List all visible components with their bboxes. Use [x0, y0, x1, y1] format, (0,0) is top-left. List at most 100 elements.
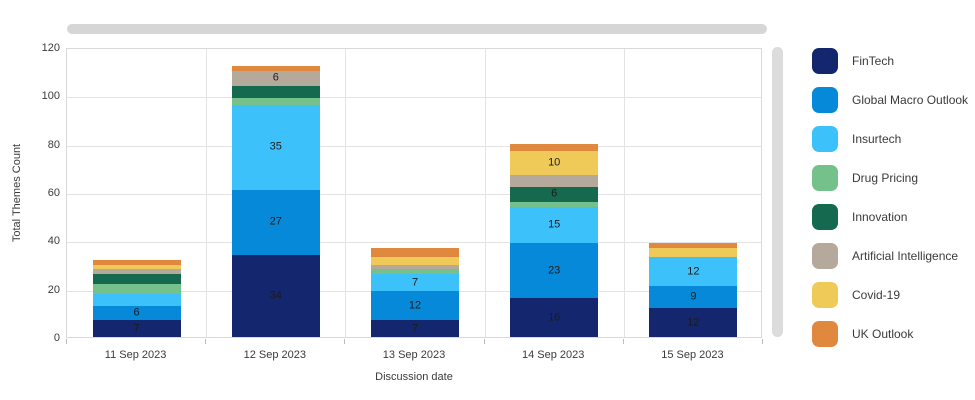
- segment-value-label: 12: [687, 316, 700, 328]
- y-tick-label: 40: [47, 235, 60, 248]
- bar-segment-covid-19[interactable]: [649, 247, 738, 258]
- segment-value-label: 12: [687, 265, 700, 278]
- segment-value-label: 7: [411, 322, 419, 335]
- legend-label: Innovation: [852, 210, 908, 224]
- y-tick-label: 20: [47, 283, 60, 296]
- bar-segment-artificial-intelligence[interactable]: [371, 264, 459, 270]
- bar-segment-artificial-intelligence[interactable]: [92, 269, 181, 275]
- bar-segment-drug-pricing[interactable]: [510, 201, 599, 207]
- gridline-vertical: [623, 49, 625, 337]
- x-axis-tick: [483, 339, 485, 344]
- gridline-horizontal: [67, 242, 761, 244]
- bar-segment-uk-outlook[interactable]: [649, 242, 738, 248]
- horizontal-scrollbar[interactable]: [67, 24, 767, 34]
- gridline-horizontal: [67, 194, 761, 195]
- bar-segment-covid-19[interactable]: [371, 257, 459, 265]
- x-axis-tick: [205, 339, 207, 344]
- bar-segment-innovation[interactable]: [231, 85, 320, 98]
- legend-item-fintech[interactable]: FinTech: [812, 48, 894, 74]
- legend-swatch: [812, 243, 838, 269]
- legend-item-drug-pricing[interactable]: Drug Pricing: [812, 165, 918, 191]
- segment-value-label: 6: [272, 71, 279, 84]
- legend-swatch: [812, 282, 838, 308]
- segment-value-label: 23: [548, 264, 561, 277]
- bar-segment-drug-pricing[interactable]: [371, 269, 459, 275]
- bar-segment-uk-outlook[interactable]: [231, 66, 320, 72]
- segment-value-label: 10: [548, 156, 561, 169]
- bar-segment-insurtech[interactable]: 15: [510, 206, 599, 243]
- bar-segment-fintech[interactable]: 7: [371, 320, 459, 337]
- bar-segment-global-macro-outlook[interactable]: 27: [231, 189, 320, 255]
- legend-item-global-macro-outlook[interactable]: Global Macro Outlook: [812, 87, 968, 113]
- y-tick-label: 120: [41, 42, 60, 54]
- segment-value-label: 16: [548, 311, 561, 324]
- bar-segment-innovation[interactable]: 6: [510, 187, 599, 202]
- bar-segment-insurtech[interactable]: [92, 293, 181, 306]
- bar-segment-insurtech[interactable]: 7: [371, 274, 459, 292]
- segment-value-label: 9: [690, 290, 697, 303]
- x-tick-label: 12 Sep 2023: [243, 349, 306, 361]
- legend-swatch: [812, 321, 838, 347]
- x-axis-tick: [66, 339, 67, 344]
- y-tick-label: 0: [53, 332, 60, 344]
- bar-segment-global-macro-outlook[interactable]: 9: [649, 286, 738, 308]
- vertical-scrollbar[interactable]: [772, 47, 783, 337]
- segment-value-label: 27: [269, 215, 282, 228]
- x-axis-title: Discussion date: [375, 371, 453, 383]
- bar-segment-uk-outlook[interactable]: [510, 143, 599, 151]
- x-tick-label: 15 Sep 2023: [661, 349, 724, 361]
- legend-swatch: [812, 204, 838, 230]
- bar-segment-fintech[interactable]: 16: [510, 298, 599, 337]
- plot-area: 7 6 34 27 35 6 7 12 7 16 23 15 6 10 12 9 12: [66, 48, 762, 338]
- segment-value-label: 12: [408, 299, 422, 312]
- bar-segment-covid-19[interactable]: [92, 264, 181, 270]
- x-tick-label: 14 Sep 2023: [521, 349, 585, 361]
- gridline-horizontal: [67, 97, 761, 99]
- legend-swatch: [812, 165, 838, 191]
- bar-segment-covid-19[interactable]: 10: [510, 150, 599, 176]
- legend-swatch: [812, 48, 838, 74]
- bar-segment-uk-outlook[interactable]: [371, 247, 459, 258]
- segment-value-label: 34: [269, 289, 282, 302]
- legend-item-innovation[interactable]: Innovation: [812, 204, 907, 230]
- bar-segment-global-macro-outlook[interactable]: 6: [92, 305, 181, 321]
- x-axis-tick: [762, 339, 763, 344]
- legend-item-covid-19[interactable]: Covid-19: [812, 282, 900, 308]
- x-tick-label: 13 Sep 2023: [382, 349, 446, 361]
- legend-item-uk-outlook[interactable]: UK Outlook: [812, 321, 913, 347]
- gridline-vertical: [345, 49, 347, 337]
- legend-label: UK Outlook: [852, 327, 914, 341]
- segment-value-label: 6: [551, 187, 558, 200]
- bar-segment-artificial-intelligence[interactable]: [510, 175, 599, 188]
- legend-label: Covid-19: [852, 288, 901, 302]
- bar-segment-global-macro-outlook[interactable]: 12: [371, 291, 459, 321]
- legend-label: Artificial Intelligence: [852, 249, 959, 263]
- bar-segment-innovation[interactable]: [92, 274, 181, 284]
- legend-item-artificial-intelligence[interactable]: Artificial Intelligence: [812, 243, 958, 269]
- bar-segment-insurtech[interactable]: 35: [231, 105, 320, 190]
- bar-segment-drug-pricing[interactable]: [231, 97, 320, 105]
- legend-item-insurtech[interactable]: Insurtech: [812, 126, 901, 152]
- legend-label: Insurtech: [852, 132, 902, 146]
- bar-segment-insurtech[interactable]: 12: [649, 257, 738, 287]
- bar-segment-fintech[interactable]: 12: [649, 308, 738, 337]
- x-axis-tick: [622, 339, 624, 344]
- segment-value-label: 7: [411, 276, 419, 289]
- bar-segment-global-macro-outlook[interactable]: 23: [510, 242, 599, 299]
- x-axis-tick: [344, 339, 346, 344]
- bar-segment-uk-outlook[interactable]: [92, 259, 181, 265]
- legend-label: Drug Pricing: [852, 171, 919, 185]
- x-tick-label: 11 Sep 2023: [104, 349, 167, 361]
- bar-segment-fintech[interactable]: 7: [92, 320, 181, 337]
- bar-segment-fintech[interactable]: 34: [231, 254, 320, 337]
- gridline-vertical: [206, 49, 208, 337]
- bar-segment-drug-pricing[interactable]: [92, 283, 181, 294]
- y-tick-label: 100: [41, 90, 60, 103]
- bar-segment-artificial-intelligence[interactable]: 6: [231, 71, 320, 86]
- gridline-vertical: [484, 49, 486, 337]
- legend-label: Global Macro Outlook: [852, 93, 969, 107]
- legend-swatch: [812, 126, 838, 152]
- segment-value-label: 6: [133, 306, 140, 319]
- y-tick-label: 60: [47, 187, 60, 199]
